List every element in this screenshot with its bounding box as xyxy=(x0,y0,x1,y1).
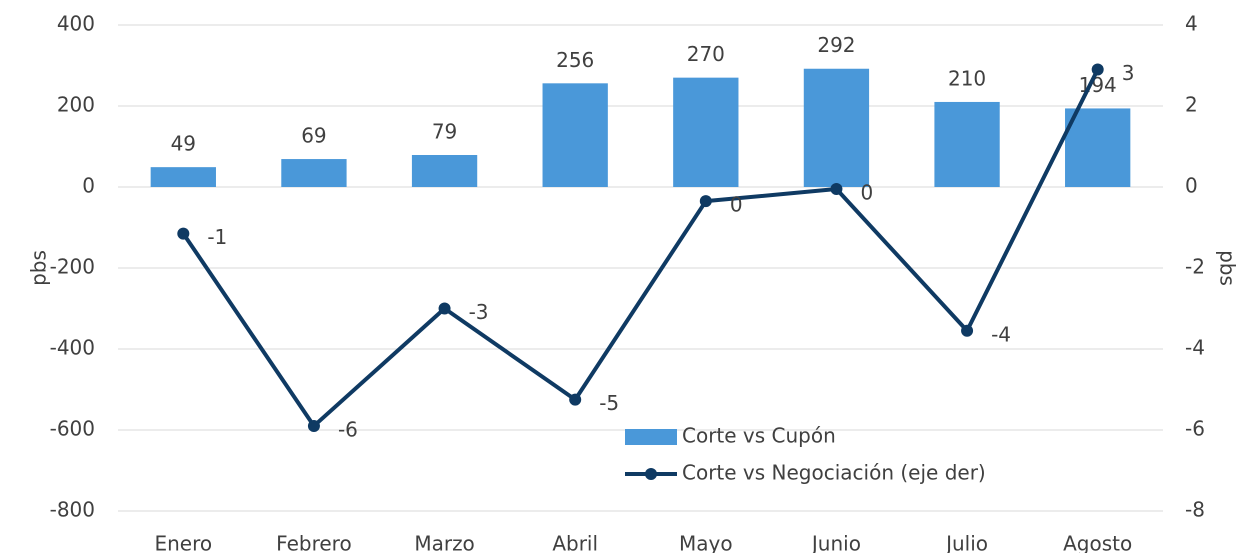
x-tick-label: Junio xyxy=(810,532,861,553)
bar xyxy=(411,155,478,187)
line-value-label: 3 xyxy=(1122,61,1135,85)
bar xyxy=(542,83,608,187)
bar-value-label: 270 xyxy=(687,42,725,66)
x-tick-label: Mayo xyxy=(679,532,733,553)
y2-tick-label: 4 xyxy=(1185,12,1198,36)
y-axis-label: pbs xyxy=(27,250,51,286)
x-tick-label: Abril xyxy=(552,532,598,553)
y-tick-label: 400 xyxy=(57,12,95,36)
y2-tick-label: 0 xyxy=(1185,174,1198,198)
bar xyxy=(150,167,216,187)
line-value-label: 0 xyxy=(730,193,743,217)
line-point xyxy=(177,227,190,240)
y2-tick-label: -2 xyxy=(1185,255,1205,279)
line-point xyxy=(307,419,320,432)
y2-tick-label: -4 xyxy=(1185,336,1205,360)
line-value-label: -4 xyxy=(991,322,1011,346)
y2-tick-label: 2 xyxy=(1185,93,1198,117)
bar xyxy=(281,159,347,187)
y-tick-label: -600 xyxy=(50,417,95,441)
legend-label: Corte vs Negociación (eje der) xyxy=(682,461,986,485)
line-point xyxy=(569,393,582,406)
y2-tick-label: -6 xyxy=(1185,417,1205,441)
line-point xyxy=(830,183,843,196)
y2-axis-label: pbs xyxy=(1216,250,1237,286)
bar-value-label: 256 xyxy=(556,48,594,72)
x-tick-label: Agosto xyxy=(1063,532,1132,553)
bar-value-label: 79 xyxy=(432,120,457,144)
line-value-label: -3 xyxy=(469,300,489,324)
bar-value-label: 49 xyxy=(171,132,196,156)
y-tick-label: 200 xyxy=(57,93,95,117)
bar-value-label: 69 xyxy=(301,124,326,148)
y-tick-label: -800 xyxy=(50,498,95,522)
line xyxy=(181,68,1100,428)
bar xyxy=(1065,108,1131,187)
bar-value-label: 210 xyxy=(948,66,986,90)
bar xyxy=(803,68,870,187)
x-tick-label: Enero xyxy=(154,532,212,553)
y-tick-label: -400 xyxy=(50,336,95,360)
bar-value-label: 292 xyxy=(817,33,855,57)
y2-tick-label: -8 xyxy=(1185,498,1205,522)
x-tick-label: Febrero xyxy=(276,532,352,553)
line-value-label: -1 xyxy=(207,225,227,249)
legend-swatch-marker xyxy=(645,468,657,480)
line-point xyxy=(1091,63,1104,76)
x-tick-label: Marzo xyxy=(414,532,474,553)
line-value-label: -5 xyxy=(599,391,619,415)
line-point xyxy=(961,324,974,337)
y-tick-label: 0 xyxy=(82,174,95,198)
legend-swatch xyxy=(625,429,677,445)
line-value-label: 0 xyxy=(860,181,873,205)
bar xyxy=(934,101,1000,187)
bar xyxy=(673,77,739,187)
line-point xyxy=(438,302,451,315)
x-tick-label: Julio xyxy=(944,532,988,553)
line-value-label: -6 xyxy=(338,417,358,441)
line-point xyxy=(699,195,712,208)
y-tick-label: -200 xyxy=(50,255,95,279)
legend-label: Corte vs Cupón xyxy=(682,424,836,448)
